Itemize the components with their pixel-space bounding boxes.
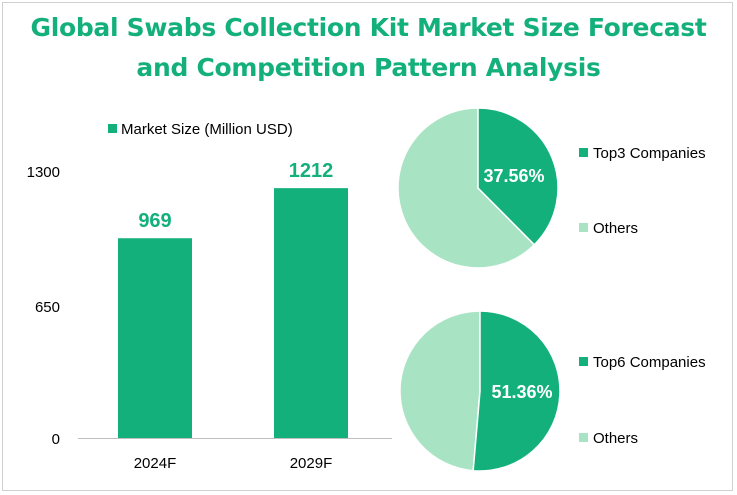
title-line-1: Global Swabs Collection Kit Market Size … (30, 13, 707, 42)
chart-title: Global Swabs Collection Kit Market Size … (0, 8, 737, 88)
title-line-2: and Competition Pattern Analysis (136, 53, 601, 82)
pie1-data-label: 37.56% (483, 166, 544, 186)
bar-2024F (118, 238, 192, 438)
bar-legend-swatch (108, 124, 117, 133)
pie2-legend-swatch-top6 (579, 357, 588, 366)
pie1-slice-top3 (477, 107, 559, 246)
y-tick-0: 0 (52, 431, 60, 448)
pie2-legend-others: Others (593, 430, 638, 447)
pie1-legend-others: Others (593, 220, 638, 237)
pie1-legend-swatch-top3 (579, 148, 588, 157)
pie1-legend-top3: Top3 Companies (593, 145, 706, 162)
y-tick-650: 650 (35, 299, 60, 316)
bar-data-label-2024F: 969 (138, 210, 171, 232)
x-tick-2029F: 2029F (290, 455, 333, 472)
pie2-data-label: 51.36% (491, 382, 552, 402)
pie2-slice-others (399, 310, 481, 472)
pie1-legend-swatch-others (579, 223, 588, 232)
y-tick-1300: 1300 (27, 164, 60, 181)
bar-legend-label: Market Size (Million USD) (121, 121, 293, 138)
pie2-legend-top6: Top6 Companies (593, 354, 706, 371)
pie2-slice-top6 (472, 310, 561, 472)
pie1-slice-others (397, 107, 536, 269)
bar-2029F (274, 188, 348, 438)
bar-data-label-2029F: 1212 (289, 160, 334, 182)
pie2-legend-swatch-others (579, 433, 588, 442)
x-tick-2024F: 2024F (134, 455, 177, 472)
